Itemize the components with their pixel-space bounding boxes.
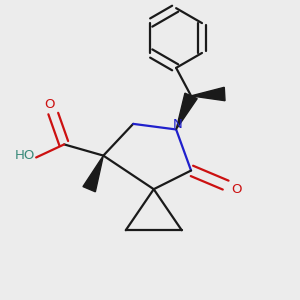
Text: HO: HO [15, 149, 35, 162]
Text: N: N [173, 118, 182, 131]
Polygon shape [83, 156, 103, 192]
Text: O: O [44, 98, 55, 111]
Polygon shape [176, 93, 197, 130]
Text: O: O [232, 183, 242, 196]
Polygon shape [191, 87, 225, 101]
